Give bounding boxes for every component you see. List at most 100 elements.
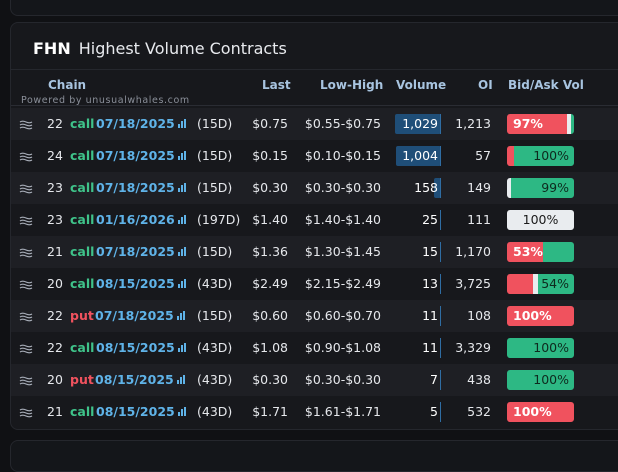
low-high-range: $1.30-$1.45 [304, 244, 381, 259]
expiry-date[interactable]: 07/18/2025 [96, 140, 187, 172]
bar-chart-icon[interactable] [174, 308, 186, 323]
open-interest: 108 [467, 308, 491, 323]
volume-value: 25 [422, 212, 438, 227]
volume-cell: 13 [395, 268, 441, 300]
last-price: $0.75 [252, 116, 288, 131]
ask-segment [511, 178, 574, 198]
wave-icon[interactable] [19, 172, 33, 204]
expiry-date[interactable]: 01/16/2026 [96, 204, 187, 236]
expiry-date[interactable]: 08/15/2025 [96, 332, 187, 364]
days-to-expiry: (15D) [197, 116, 233, 131]
ticker-symbol: FHN [33, 38, 71, 58]
column-header-oi[interactable]: OI [478, 78, 493, 92]
wave-icon[interactable] [19, 236, 33, 268]
volume-bar-edge [440, 274, 441, 294]
volume-bar-edge [440, 338, 441, 358]
days-to-expiry: (43D) [197, 404, 233, 419]
bar-chart-icon[interactable] [174, 372, 186, 387]
strike-price: 23 [47, 212, 63, 227]
low-high-range: $0.90-$1.08 [304, 340, 381, 355]
table-row[interactable]: 20 put 08/15/2025 (43D) $0.30 $0.30-$0.30 7 438… [11, 364, 618, 396]
table-row[interactable]: 23 call 01/16/2026 (197D) $1.40 $1.40-$1.40 25… [11, 204, 618, 236]
low-high-range: $2.15-$2.49 [304, 276, 381, 291]
days-to-expiry: (15D) [197, 148, 233, 163]
bid-segment [507, 242, 543, 262]
bar-chart-icon[interactable] [175, 404, 187, 419]
table-row[interactable]: 22 put 07/18/2025 (15D) $0.60 $0.60-$0.70 11 10… [11, 300, 618, 332]
column-header-last[interactable]: Last [262, 78, 291, 92]
bid-ask-percent-label: 100% [533, 148, 569, 163]
bid-segment [507, 146, 514, 166]
column-header-chain[interactable]: Chain [48, 78, 87, 92]
bar-chart-icon[interactable] [175, 180, 187, 195]
strike-price: 22 [47, 340, 63, 355]
expiry-date[interactable]: 07/18/2025 [96, 172, 187, 204]
low-high-range: $0.30-$0.30 [304, 180, 381, 195]
days-to-expiry: (43D) [197, 276, 233, 291]
volume-cell: 1,004 [395, 140, 441, 172]
option-type: call [70, 180, 95, 195]
expiry-date[interactable]: 07/18/2025 [96, 236, 187, 268]
volume-bar [395, 114, 441, 134]
volume-value: 1,029 [402, 116, 438, 131]
ask-segment [507, 370, 574, 390]
expiry-date[interactable]: 07/18/2025 [95, 300, 186, 332]
expiry-text: 07/18/2025 [95, 308, 174, 323]
bid-ask-volume-bar: 100% [507, 146, 574, 166]
wave-icon[interactable] [19, 204, 33, 236]
volume-value: 11 [422, 308, 438, 323]
bar-chart-icon[interactable] [175, 276, 187, 291]
bar-chart-icon[interactable] [175, 244, 187, 259]
bid-ask-volume-bar: 100% [507, 370, 574, 390]
last-price: $1.71 [252, 404, 288, 419]
expiry-date[interactable]: 08/15/2025 [96, 268, 187, 300]
wave-icon[interactable] [19, 108, 33, 140]
volume-cell: 5 [395, 396, 441, 428]
column-header-low-high[interactable]: Low-High [320, 78, 384, 92]
last-price: $0.30 [252, 180, 288, 195]
table-row[interactable]: 23 call 07/18/2025 (15D) $0.30 $0.30-$0.30 158… [11, 172, 618, 204]
column-header-bid-ask-vol[interactable]: Bid/Ask Vol [508, 78, 584, 92]
strike-price: 20 [47, 372, 63, 387]
mid-segment [567, 114, 571, 134]
expiry-date[interactable]: 07/18/2025 [96, 108, 187, 140]
table-row[interactable]: 24 call 07/18/2025 (15D) $0.15 $0.10-$0.15 1,0… [11, 140, 618, 172]
ask-segment [538, 274, 574, 294]
bar-chart-icon[interactable] [175, 212, 187, 227]
bid-ask-percent-label: 100% [513, 308, 552, 323]
expiry-date[interactable]: 08/15/2025 [95, 364, 186, 396]
days-to-expiry: (43D) [197, 340, 233, 355]
column-header-volume[interactable]: Volume [396, 78, 447, 92]
table-row[interactable]: 21 call 08/15/2025 (43D) $1.71 $1.61-$1.71 5 53… [11, 396, 618, 428]
mid-segment [507, 178, 511, 198]
table-row[interactable]: 20 call 08/15/2025 (43D) $2.49 $2.15-$2.49 13 3… [11, 268, 618, 300]
table-row[interactable]: 22 call 07/18/2025 (15D) $0.75 $0.55-$0.75 1,0… [11, 108, 618, 140]
volume-bar [434, 178, 441, 198]
bar-chart-icon[interactable] [175, 148, 187, 163]
table-row[interactable]: 21 call 07/18/2025 (15D) $1.36 $1.30-$1.45 15 1… [11, 236, 618, 268]
wave-icon[interactable] [19, 140, 33, 172]
table-row[interactable]: 22 call 08/15/2025 (43D) $1.08 $0.90-$1.08 11 3… [11, 332, 618, 364]
last-price: $0.30 [252, 372, 288, 387]
bar-chart-icon[interactable] [175, 340, 187, 355]
mid-segment [533, 274, 538, 294]
volume-value: 1,004 [402, 148, 438, 163]
bid-ask-volume-bar: 100% [507, 402, 574, 422]
wave-icon[interactable] [19, 332, 33, 364]
wave-icon[interactable] [19, 364, 33, 396]
option-type: put [70, 308, 94, 323]
expiry-text: 01/16/2026 [96, 212, 175, 227]
bar-chart-icon[interactable] [175, 116, 187, 131]
bid-ask-percent-label: 100% [513, 404, 552, 419]
ask-segment [514, 146, 574, 166]
highest-volume-contracts-panel: FHN Highest Volume Contracts Chain Last … [10, 22, 618, 430]
wave-icon[interactable] [19, 268, 33, 300]
low-high-range: $0.30-$0.30 [304, 372, 381, 387]
expiry-date[interactable]: 08/15/2025 [96, 396, 187, 428]
volume-bar-edge [440, 242, 441, 262]
wave-icon[interactable] [19, 300, 33, 332]
option-type: call [70, 244, 95, 259]
bid-segment [507, 114, 567, 134]
wave-icon[interactable] [19, 396, 33, 428]
expiry-text: 08/15/2025 [95, 372, 174, 387]
